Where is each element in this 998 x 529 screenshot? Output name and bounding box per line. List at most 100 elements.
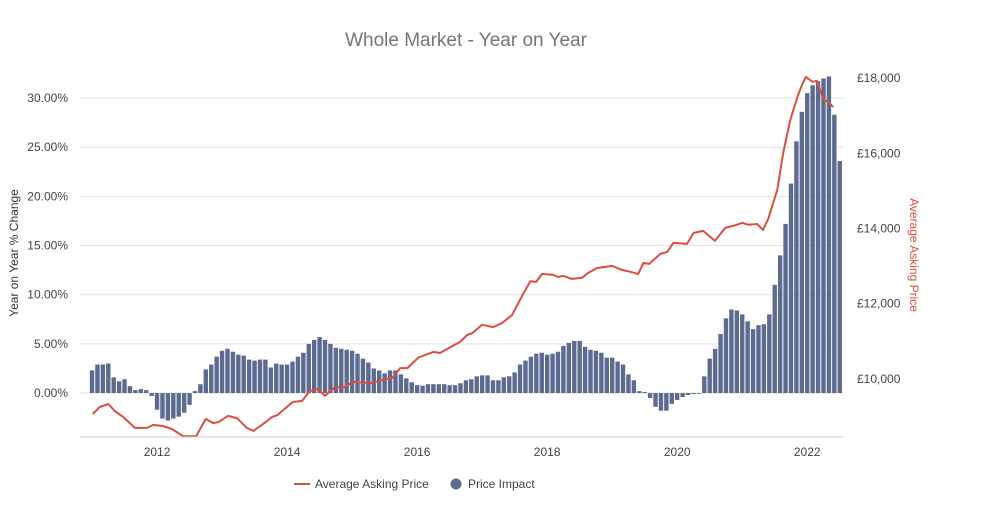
bar <box>761 324 767 394</box>
bar <box>528 356 534 394</box>
bar <box>133 390 138 394</box>
bar <box>279 364 284 394</box>
bar <box>360 358 366 394</box>
bar <box>306 343 311 394</box>
bar <box>664 393 669 411</box>
bar <box>767 314 772 394</box>
bar <box>447 385 452 394</box>
y-axis-ticks: 0.00% 5.00% 10.00% 15.00% 20.00% 25.00% 30.00% <box>27 91 68 400</box>
y-tick-label: 20.00% <box>27 189 68 203</box>
bar <box>295 356 301 394</box>
bar <box>181 393 187 413</box>
bar <box>712 348 718 394</box>
bar <box>382 373 387 394</box>
bar <box>463 380 469 394</box>
bar <box>252 360 257 394</box>
bar <box>777 255 783 394</box>
bar <box>420 385 425 394</box>
y2-axis-ticks: £10,000 £12,000 £14,000 £16,000 £18,000 <box>857 71 901 386</box>
bar <box>550 353 555 394</box>
bar <box>615 361 620 394</box>
x-tick-label: 2020 <box>664 445 691 459</box>
bar <box>469 379 474 394</box>
bar <box>783 223 788 394</box>
x-tick-label: 2022 <box>794 445 821 459</box>
bar <box>750 329 756 394</box>
bar <box>675 393 680 400</box>
y2-tick-label: £10,000 <box>857 372 901 386</box>
x-tick-label: 2018 <box>534 445 561 459</box>
bar <box>414 385 420 394</box>
bar <box>626 374 631 394</box>
bar <box>165 393 171 421</box>
bar <box>95 364 100 394</box>
bar <box>718 334 723 394</box>
bar <box>263 359 268 394</box>
bar <box>209 364 214 394</box>
bar <box>544 354 550 394</box>
bar <box>349 350 355 394</box>
y-axis-label: Year on Year % Change <box>7 189 21 317</box>
y2-tick-label: £12,000 <box>857 297 901 311</box>
bar <box>821 78 826 394</box>
bar <box>404 378 409 394</box>
bar <box>436 384 441 394</box>
bar <box>485 375 490 394</box>
bar <box>246 359 252 394</box>
bar <box>116 381 122 394</box>
bar <box>452 385 458 394</box>
bar <box>794 141 799 394</box>
bar <box>322 339 328 394</box>
x-tick-label: 2012 <box>144 445 171 459</box>
y-tick-label: 10.00% <box>27 288 68 302</box>
bar <box>496 380 501 394</box>
y2-tick-label: £14,000 <box>857 222 901 236</box>
bar <box>425 384 431 394</box>
y-tick-label: 30.00% <box>27 91 68 105</box>
bar <box>490 380 496 394</box>
bar <box>317 336 322 394</box>
bar <box>225 348 230 394</box>
bar <box>328 343 333 394</box>
bar <box>620 364 626 394</box>
legend-label-price-impact: Price Impact <box>468 477 535 491</box>
bar <box>344 349 349 394</box>
bar <box>127 386 133 394</box>
bar <box>431 384 436 394</box>
bar <box>122 379 127 394</box>
bar <box>561 345 566 394</box>
bar <box>100 364 106 394</box>
y-tick-label: 0.00% <box>34 386 68 400</box>
bar <box>702 376 707 394</box>
bar <box>301 352 306 394</box>
bar <box>290 361 295 394</box>
bar <box>685 393 691 396</box>
bar <box>837 160 842 394</box>
bar <box>355 353 360 394</box>
chart-title: Whole Market - Year on Year <box>345 30 588 51</box>
y2-axis-label: Average Asking Price <box>907 198 921 312</box>
bar <box>691 393 696 395</box>
bar <box>805 93 810 394</box>
bar <box>631 380 637 394</box>
bar <box>680 393 685 397</box>
bar <box>387 370 393 394</box>
bar <box>409 382 414 394</box>
bar <box>458 383 463 394</box>
bar <box>810 85 815 394</box>
bar <box>788 183 794 394</box>
bar <box>723 318 729 394</box>
legend-bar-swatch <box>450 478 462 490</box>
bar <box>577 340 582 394</box>
bar <box>599 352 604 394</box>
bar <box>333 347 339 394</box>
bar <box>512 372 517 394</box>
bar <box>637 391 642 394</box>
bar <box>219 350 225 394</box>
bar <box>274 363 279 394</box>
bar <box>534 353 539 394</box>
bar <box>474 376 479 394</box>
bar <box>398 374 404 394</box>
legend: Average Asking Price Price Impact <box>294 477 535 491</box>
